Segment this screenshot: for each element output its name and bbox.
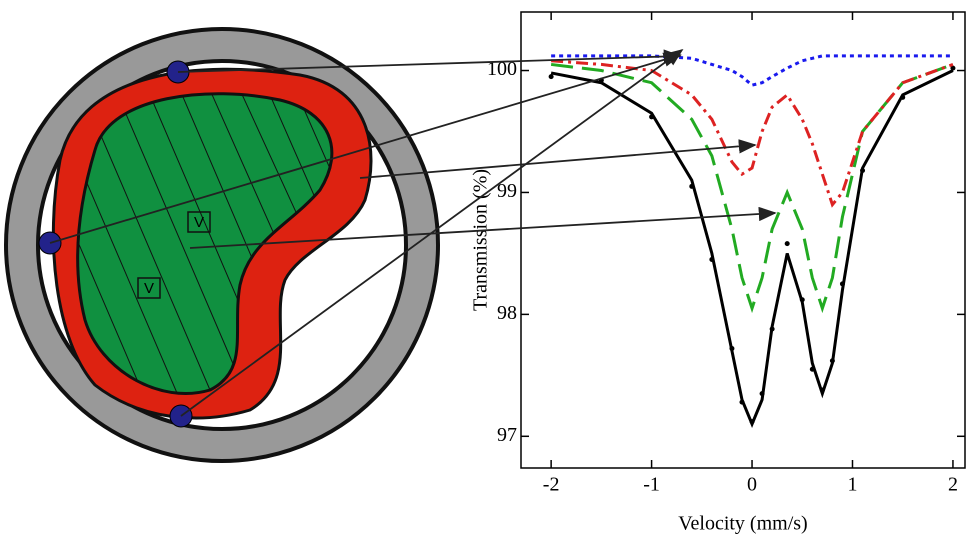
series-line — [551, 56, 953, 85]
x-tick-label: 2 — [948, 474, 958, 496]
v-label: V — [194, 214, 204, 231]
x-tick-label: -1 — [643, 474, 660, 496]
data-point — [785, 241, 790, 246]
series-line — [551, 61, 953, 205]
page: V V -2-1012979899100Velocity (mm/s)Trans… — [0, 0, 976, 543]
data-point — [549, 74, 554, 79]
y-tick-label: 98 — [497, 302, 517, 324]
y-axis-label: Transmission (%) — [470, 169, 492, 311]
x-tick-label: 1 — [847, 474, 857, 496]
series-line — [551, 71, 953, 425]
x-tick-label: -2 — [543, 474, 560, 496]
x-axis-label: Velocity (mm/s) — [678, 513, 807, 535]
diagram: V V — [6, 29, 438, 461]
x-tick-label: 0 — [747, 474, 757, 496]
figure: V V -2-1012979899100Velocity (mm/s)Trans… — [0, 0, 976, 543]
v-label: V — [144, 280, 154, 297]
y-tick-label: 97 — [497, 424, 517, 446]
